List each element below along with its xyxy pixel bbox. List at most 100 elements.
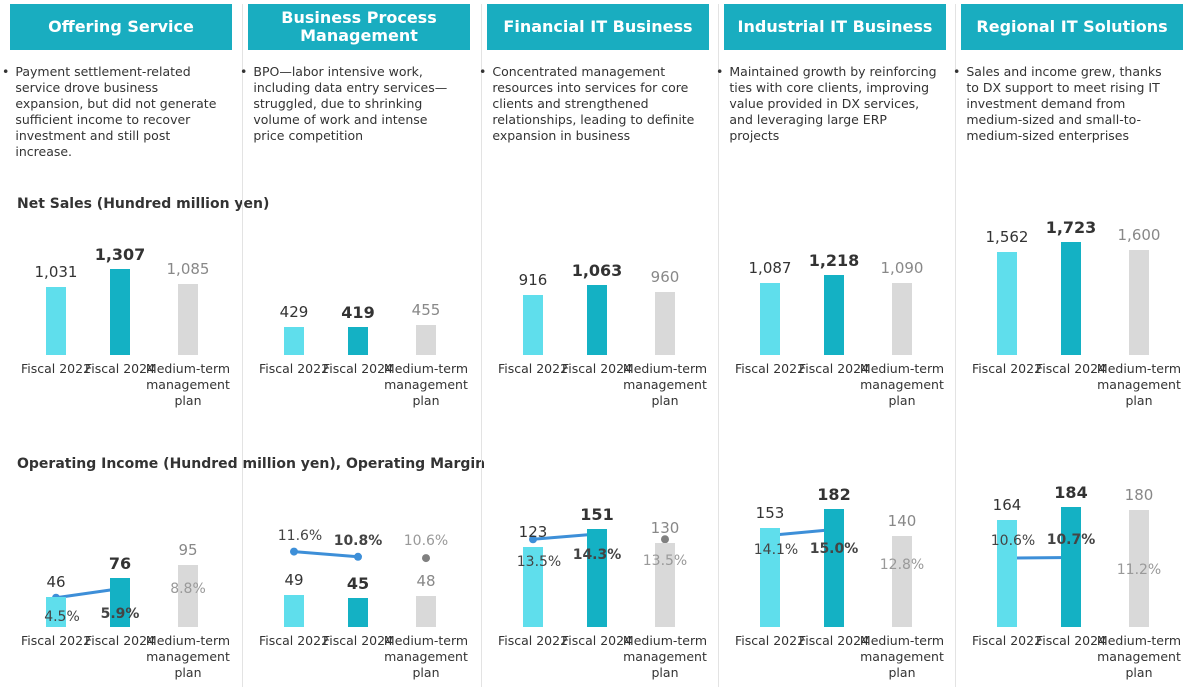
value-label: 1,600 [1117,225,1161,244]
segment-title: Industrial IT Business [724,4,946,50]
margin-line [1006,555,1072,560]
description-text: Sales and income grew, thanks to DX supp… [966,64,1162,143]
margin-point [529,535,537,544]
margin-label: 13.5% [516,554,562,571]
bar [1061,507,1081,627]
bar [655,542,675,627]
x-tick-label: Fiscal 2024 [798,361,870,376]
value-label: 1,307 [94,245,146,264]
plan-margin-point [661,535,669,544]
x-tick-label: Fiscal 2022 [734,633,806,648]
segment-title: Offering Service [10,4,232,50]
bar [1061,241,1081,355]
x-tick-label: Fiscal 2022 [971,361,1043,376]
x-tick-label: Fiscal 2022 [20,633,92,648]
value-label: 1,723 [1045,217,1097,237]
x-tick-label: Fiscal 2024 [84,633,156,648]
value-label: 45 [346,573,370,593]
margin-label: 10.6% [403,533,449,550]
operating-income-heading: Operating Income (Hundred million yen), … [17,456,486,472]
x-tick-label: Medium-term management plan [383,633,469,680]
bar [1129,510,1149,627]
bullet: • [2,64,10,79]
value-label: 46 [46,573,66,592]
bar [46,287,66,355]
value-label: 130 [650,518,680,537]
bar [997,520,1017,627]
bullet: • [716,64,724,79]
x-tick-label: Medium-term management plan [145,633,231,680]
description-text: Concentrated management resources into s… [492,64,695,143]
x-tick-label: Fiscal 2024 [798,633,870,648]
value-label: 419 [341,303,375,323]
divider [481,4,482,687]
x-tick-label: Medium-term management plan [383,361,469,408]
value-label: 1,087 [748,259,792,278]
value-label: 153 [755,503,785,522]
margin-label: 14.3% [572,547,622,564]
segment-description: • BPO—labor intensive work, including dat… [240,64,462,144]
bar [760,527,780,627]
margin-label: 10.7% [1046,532,1096,549]
value-label: 1,031 [34,263,78,282]
bar [178,283,198,355]
x-tick-label: Fiscal 2024 [1035,361,1107,376]
value-label: 95 [178,541,198,560]
bar [416,325,436,355]
margin-line [532,532,598,541]
margin-label: 11.2% [1116,562,1162,579]
margin-line [55,587,121,600]
x-tick-label: Fiscal 2024 [1035,633,1107,648]
value-label: 1,562 [985,228,1029,247]
bar [110,577,130,627]
value-label: 1,218 [808,250,860,270]
bullet: • [240,64,248,79]
bar [587,285,607,355]
value-label: 76 [108,553,132,573]
value-label: 151 [580,504,614,524]
bar [416,595,436,627]
margin-label: 13.5% [642,553,688,570]
value-label: 164 [992,496,1022,515]
value-label: 180 [1124,486,1154,504]
segment-description: • Maintained growth by reinforcing ties w… [716,64,938,144]
bar [824,274,844,355]
bar [1129,249,1149,355]
margin-label: 8.8% [170,580,206,597]
value-label: 140 [887,512,917,530]
bar [892,536,912,627]
plan-margin-point [422,554,430,563]
x-tick-label: Medium-term management plan [1096,361,1182,408]
value-label: 182 [817,484,851,504]
bar [46,597,66,627]
bar [284,595,304,627]
segment-title: Financial IT Business [487,4,709,50]
value-label: 960 [650,267,680,286]
margin-point [354,552,362,561]
value-label: 429 [279,302,309,321]
segment-description: • Concentrated management resources into … [479,64,701,144]
x-tick-label: Medium-term management plan [859,361,945,408]
divider [955,4,956,687]
x-tick-label: Fiscal 2024 [561,633,633,648]
margin-label: 4.5% [44,608,80,625]
value-label: 123 [518,523,548,542]
margin-line [769,528,835,537]
x-tick-label: Fiscal 2022 [971,633,1043,648]
net-sales-heading: Net Sales (Hundred million yen) [17,196,270,212]
bar [997,252,1017,355]
bar [523,547,543,627]
x-tick-label: Fiscal 2022 [497,361,569,376]
margin-label: 11.6% [277,527,323,544]
value-label: 455 [411,301,441,320]
x-tick-label: Medium-term management plan [1096,633,1182,680]
bar [824,508,844,627]
value-label: 1,063 [571,261,623,281]
margin-label: 10.8% [333,532,383,549]
bar [587,528,607,627]
description-text: Maintained growth by reinforcing ties wi… [729,64,937,143]
x-tick-label: Fiscal 2024 [561,361,633,376]
x-tick-label: Fiscal 2024 [84,361,156,376]
x-tick-label: Fiscal 2022 [258,361,330,376]
